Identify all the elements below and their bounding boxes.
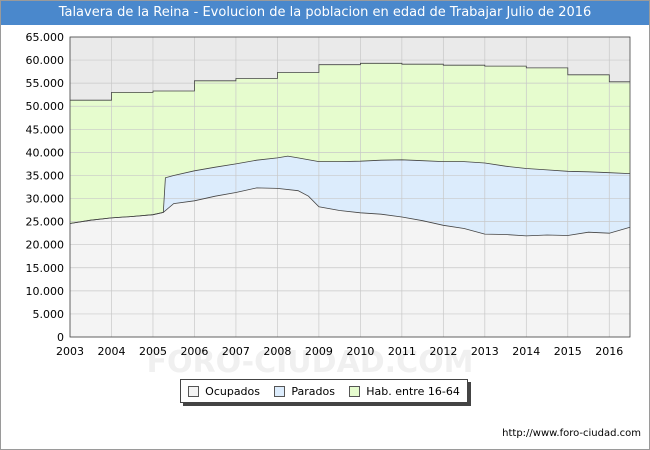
plot-border [69,36,631,338]
y-tick-label: 20.000 [26,239,65,252]
area-layer [70,63,630,338]
area-ocupados [70,187,630,337]
x-tick-label: 2011 [388,345,416,358]
y-tick-label: 65.000 [26,31,65,44]
legend-label-hab: Hab. entre 16-64 [366,384,460,398]
legend-swatch-parados [274,385,286,397]
legend-item-parados: Parados [274,385,335,398]
y-axis: 0 5.000 10.000 15.000 20.000 25.000 30.000 35.0… [26,31,65,344]
y-tick-label: 0 [57,331,64,344]
source-url[interactable]: http://www.foro-ciudad.com [502,428,641,439]
x-tick-label: 2007 [222,345,250,358]
watermark: FORO-CIUDAD.COM [147,345,474,380]
x-tick-label: 2012 [429,345,457,358]
legend: Ocupados Parados Hab. entre 16-64 [180,379,468,403]
y-tick-label: 45.000 [26,123,65,136]
line-hab-entre-16-64 [70,62,630,101]
y-tick-label: 40.000 [26,146,65,159]
y-tick-label: 30.000 [26,193,65,206]
legend-item-ocupados: Ocupados [188,385,260,398]
x-tick-label: 2010 [346,345,374,358]
line-ocupados [69,187,631,237]
y-tick-label: 50.000 [26,100,65,113]
legend-item-hab: Hab. entre 16-64 [349,385,460,398]
legend-label-ocupados: Ocupados [205,384,261,398]
legend-label-parados: Parados [291,384,335,398]
x-tick-label: 2009 [305,345,333,358]
x-tick-label: 2006 [180,345,208,358]
y-tick-label: 25.000 [26,216,65,229]
line-layer [69,62,631,237]
x-tick-label: 2005 [139,345,167,358]
y-tick-label: 15.000 [26,262,65,275]
x-tick-label: 2013 [471,345,499,358]
x-tick-label: 2008 [263,345,291,358]
y-tick-label: 5.000 [33,308,65,321]
x-tick-label: 2016 [595,345,623,358]
x-tick-label: 2015 [554,345,582,358]
legend-swatch-hab [349,385,361,397]
x-axis: 2003 2004 2005 2006 2007 2008 2009 2010 2011 2012… [56,345,623,358]
y-tick-label: 10.000 [26,285,65,298]
x-tick-label: 2003 [56,345,84,358]
x-tick-label: 2014 [512,345,540,358]
y-tick-label: 55.000 [26,77,65,90]
chart-title: Talavera de la Reina - Evolucion de la p… [1,1,649,25]
grid-layer [69,36,630,338]
x-tick-label: 2004 [97,345,125,358]
y-tick-label: 60.000 [26,54,65,67]
y-tick-label: 35.000 [26,169,65,182]
legend-swatch-ocupados [188,385,200,397]
